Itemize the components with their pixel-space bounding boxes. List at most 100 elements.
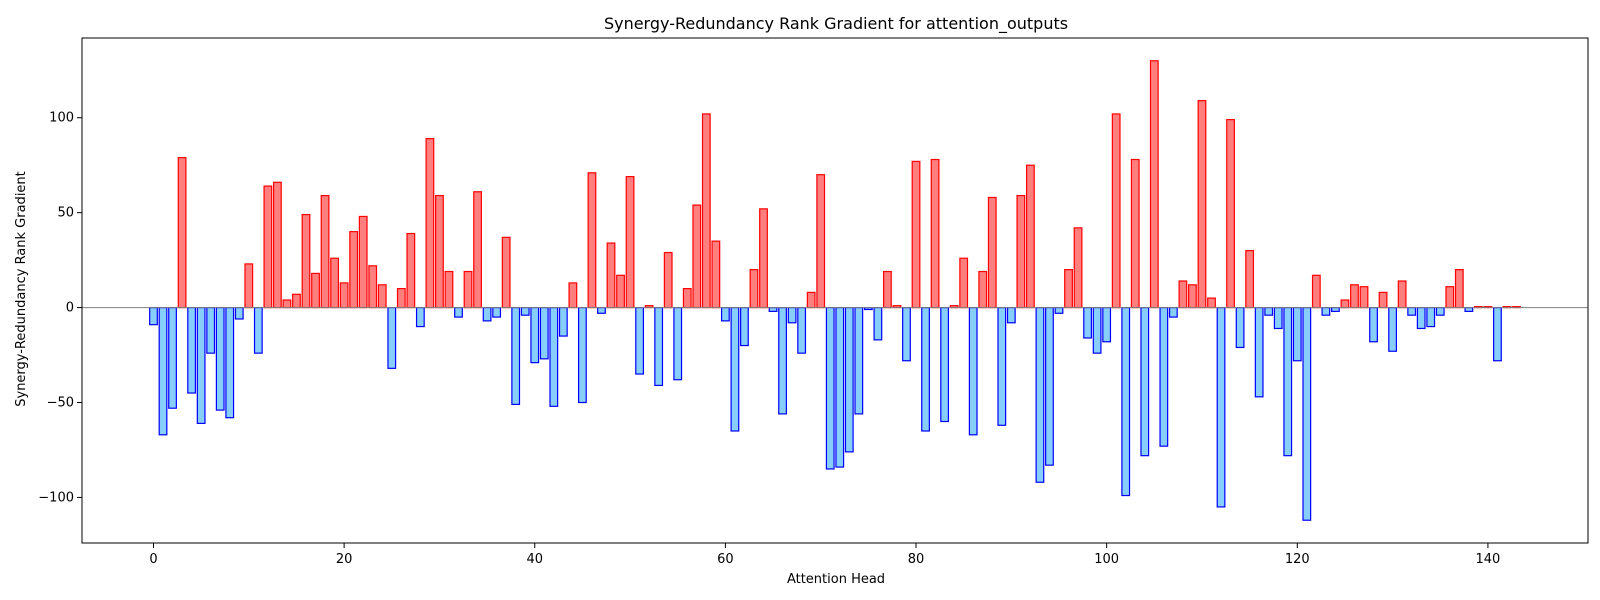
x-tick-label: 40 bbox=[526, 552, 543, 567]
bar-head-91 bbox=[1016, 194, 1026, 309]
plot-frame bbox=[81, 37, 1589, 544]
bar-head-42 bbox=[549, 306, 559, 407]
bar-head-116 bbox=[1254, 306, 1264, 398]
bar-head-120 bbox=[1292, 306, 1302, 362]
bar-head-118 bbox=[1273, 306, 1283, 330]
x-axis-label: Attention Head bbox=[787, 572, 885, 587]
bar-head-64 bbox=[759, 208, 768, 309]
bar-head-11 bbox=[253, 306, 263, 354]
x-tick-label: 0 bbox=[149, 552, 157, 567]
y-tick-label: 100 bbox=[49, 111, 74, 126]
bar-head-44 bbox=[568, 282, 578, 309]
bar-head-24 bbox=[377, 284, 387, 309]
bar-head-16 bbox=[301, 213, 311, 309]
bar-head-90 bbox=[1006, 306, 1016, 324]
bar-head-138 bbox=[1464, 306, 1474, 312]
bar-head-62 bbox=[740, 306, 749, 347]
bar-head-67 bbox=[787, 306, 797, 324]
bar-head-106 bbox=[1159, 306, 1169, 447]
y-tick-label: −100 bbox=[38, 490, 74, 505]
bar-head-8 bbox=[225, 306, 235, 419]
bar-head-88 bbox=[987, 196, 997, 309]
bar-head-121 bbox=[1302, 306, 1312, 521]
bar-head-1 bbox=[158, 306, 168, 436]
bar-head-43 bbox=[558, 306, 568, 337]
bar-head-59 bbox=[711, 240, 721, 309]
bar-head-137 bbox=[1454, 269, 1464, 309]
bar-head-39 bbox=[520, 306, 530, 316]
bar-head-45 bbox=[577, 306, 587, 404]
bar-head-61 bbox=[730, 306, 740, 432]
bar-head-18 bbox=[320, 194, 330, 309]
bar-head-30 bbox=[435, 194, 444, 309]
x-tick-label: 140 bbox=[1476, 552, 1501, 567]
bar-head-85 bbox=[959, 257, 969, 309]
bar-head-126 bbox=[1350, 284, 1359, 309]
bar-head-13 bbox=[272, 181, 282, 309]
bar-head-129 bbox=[1378, 291, 1388, 309]
bar-head-29 bbox=[425, 138, 435, 309]
bar-head-3 bbox=[177, 157, 187, 309]
bar-head-109 bbox=[1188, 284, 1197, 309]
bar-head-87 bbox=[978, 270, 988, 309]
bar-head-63 bbox=[749, 269, 759, 309]
bar-head-102 bbox=[1121, 306, 1131, 497]
bar-head-80 bbox=[911, 160, 921, 309]
bar-head-53 bbox=[654, 306, 664, 387]
bar-head-131 bbox=[1397, 280, 1407, 309]
bar-head-23 bbox=[368, 265, 378, 309]
bar-head-132 bbox=[1407, 306, 1417, 316]
y-axis-ticks: −100 −50 0 50 100 bbox=[38, 111, 82, 505]
bar-head-7 bbox=[215, 306, 225, 411]
bar-head-110 bbox=[1197, 100, 1207, 309]
bar-head-4 bbox=[187, 306, 197, 394]
bar-head-26 bbox=[396, 288, 406, 309]
bar-head-47 bbox=[597, 306, 606, 314]
bar-head-127 bbox=[1359, 286, 1369, 309]
bar-head-114 bbox=[1235, 306, 1245, 349]
bar-head-5 bbox=[196, 306, 206, 424]
bar-head-10 bbox=[244, 263, 254, 309]
bar-head-130 bbox=[1388, 306, 1398, 352]
bar-head-81 bbox=[921, 306, 930, 432]
bar-head-73 bbox=[844, 306, 854, 453]
bar-head-135 bbox=[1435, 306, 1445, 316]
bar-head-35 bbox=[482, 306, 492, 322]
bar-head-92 bbox=[1025, 164, 1035, 309]
bar-head-83 bbox=[940, 306, 950, 423]
bar-head-94 bbox=[1045, 306, 1054, 466]
x-tick-label: 20 bbox=[336, 552, 353, 567]
bar-head-115 bbox=[1245, 250, 1255, 309]
bar-head-100 bbox=[1102, 306, 1112, 343]
bar-head-50 bbox=[625, 175, 635, 309]
bar-head-22 bbox=[358, 215, 368, 309]
y-axis-label: Synergy-Redundancy Rank Gradient bbox=[14, 171, 29, 407]
bar-head-107 bbox=[1168, 306, 1178, 318]
bar-head-70 bbox=[816, 174, 826, 309]
x-tick-label: 120 bbox=[1285, 552, 1310, 567]
bar-head-111 bbox=[1207, 297, 1216, 309]
bar-head-19 bbox=[330, 257, 340, 309]
bar-head-6 bbox=[206, 306, 216, 354]
bar-head-96 bbox=[1064, 269, 1073, 309]
bar-head-79 bbox=[902, 306, 911, 362]
bar-head-82 bbox=[930, 158, 940, 309]
bar-head-141 bbox=[1493, 306, 1502, 362]
bar-head-0 bbox=[149, 306, 158, 326]
y-tick-label: 50 bbox=[57, 206, 74, 221]
bar-head-58 bbox=[701, 113, 711, 309]
bar-head-38 bbox=[511, 306, 521, 406]
bar-head-66 bbox=[778, 306, 787, 415]
bar-head-15 bbox=[292, 293, 301, 309]
bar-head-21 bbox=[349, 231, 359, 309]
bar-head-113 bbox=[1226, 119, 1235, 309]
x-tick-label: 60 bbox=[717, 552, 734, 567]
bar-head-86 bbox=[968, 306, 978, 436]
bar-head-99 bbox=[1092, 306, 1102, 354]
bar-head-17 bbox=[311, 272, 320, 309]
x-axis-ticks: 0 20 40 60 80 100 120 140 bbox=[149, 543, 1500, 567]
bar-head-9 bbox=[234, 306, 244, 320]
bar-head-122 bbox=[1311, 274, 1321, 309]
bar-head-103 bbox=[1130, 158, 1140, 309]
